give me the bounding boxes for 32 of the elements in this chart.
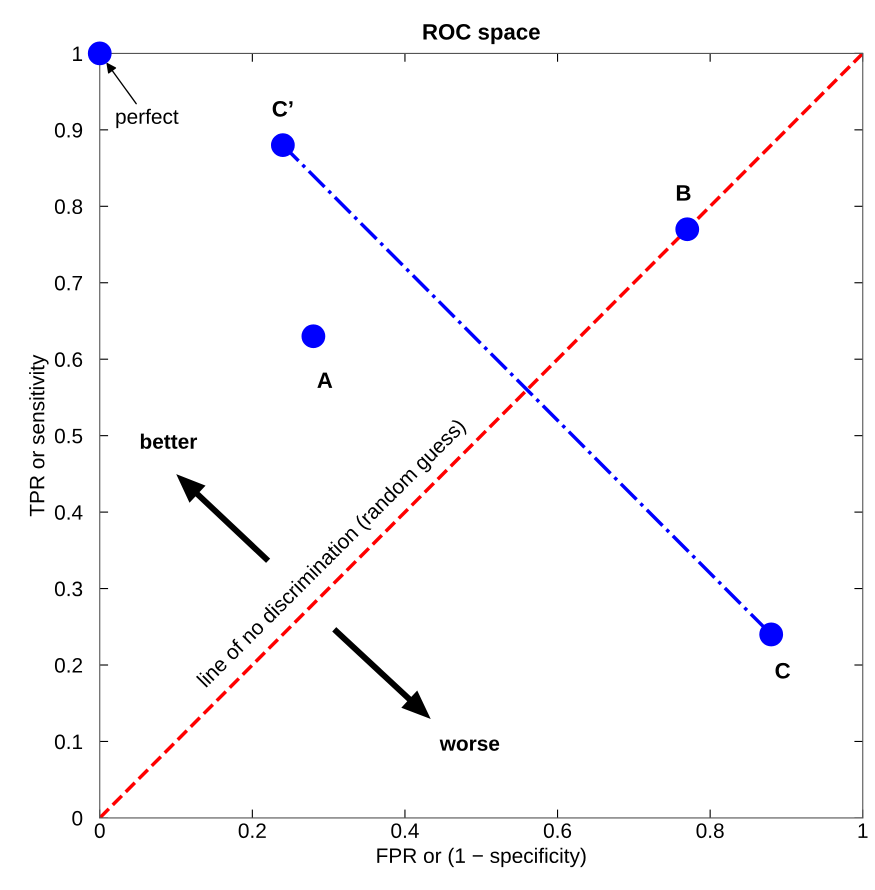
y-tick-label: 0.9 (54, 122, 82, 138)
y-tick-label: 0.6 (54, 352, 82, 367)
annotation: worse (440, 739, 500, 751)
y-tick-label: 0.8 (54, 199, 82, 214)
x-tick-label: 1 (858, 824, 868, 838)
annotation: perfect (116, 108, 179, 128)
y-tick-label: 0 (72, 810, 82, 826)
y-tick-label: 0.3 (54, 582, 82, 596)
annotation: better (140, 434, 198, 449)
annotation: B (676, 185, 690, 201)
chart-title: ROC space (423, 24, 540, 44)
x-tick-label: 0.6 (544, 823, 572, 838)
x-tick-label: 0 (94, 823, 105, 838)
x-tick-label: 0.4 (391, 823, 419, 838)
point (270, 133, 295, 158)
x-axis-title: FPR or (1 − specificity) (377, 848, 586, 868)
annotation: A (317, 372, 332, 388)
point (302, 324, 326, 348)
x-tick-label: 0.8 (696, 823, 724, 838)
point (88, 42, 112, 66)
y-tick-label: 1 (73, 46, 82, 61)
annotation: C’ (272, 100, 292, 117)
annotation: C (776, 662, 790, 679)
y-tick-label: 0.5 (54, 428, 82, 444)
y-axis-title: TPR or sensitivity (29, 354, 49, 516)
y-tick-label: 0.7 (54, 276, 82, 291)
y-tick-label: 0.2 (54, 658, 82, 673)
point (759, 622, 784, 646)
y-tick-label: 0.4 (54, 505, 82, 520)
x-tick-label: 0.2 (238, 823, 266, 838)
point (675, 217, 700, 242)
y-tick-label: 0.1 (54, 734, 82, 750)
